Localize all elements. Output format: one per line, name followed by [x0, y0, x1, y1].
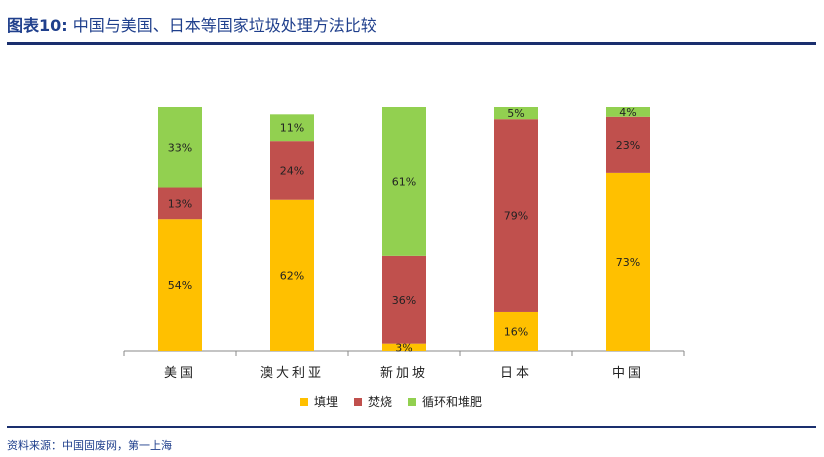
data-label-recycling: 4%: [619, 106, 636, 119]
x-tick-label: 新加坡: [380, 365, 428, 381]
footer-rule: [7, 426, 816, 428]
legend-label-landfill: 填埋: [314, 395, 339, 409]
data-label-incineration: 36%: [392, 294, 416, 307]
data-label-recycling: 61%: [392, 175, 416, 188]
title-text: 中国与美国、日本等国家垃圾处理方法比较: [72, 16, 377, 35]
bar-segment-landfill: [494, 311, 538, 351]
data-label-incineration: 79%: [504, 210, 528, 223]
figure-label: 图表10:: [7, 16, 68, 35]
bar-segment-landfill: [382, 343, 426, 351]
data-label-landfill: 73%: [616, 256, 640, 269]
bar-segment-recycling: [158, 107, 202, 188]
bar-segment-landfill: [606, 172, 650, 351]
chart-title: 图表10: 中国与美国、日本等国家垃圾处理方法比较: [7, 12, 377, 36]
x-tick-label: 中国: [612, 366, 644, 381]
bar-segment-recycling: [270, 114, 314, 142]
bar-segment-incineration: [606, 116, 650, 173]
data-label-incineration: 23%: [616, 139, 640, 152]
bar-segment-landfill: [270, 199, 314, 351]
legend-item-recycling: 循环和堆肥: [408, 393, 482, 410]
bar-segment-incineration: [494, 119, 538, 312]
legend-label-recycling: 循环和堆肥: [422, 395, 483, 409]
bar-segment-recycling: [382, 107, 426, 256]
legend-swatch-recycling: [408, 397, 417, 406]
bar-segment-incineration: [270, 141, 314, 200]
bar-segment-recycling: [494, 107, 538, 120]
data-label-recycling: 5%: [507, 107, 524, 120]
legend-swatch-landfill: [300, 397, 308, 406]
data-label-incineration: 13%: [168, 197, 192, 210]
bar-segment-recycling: [606, 107, 650, 117]
x-tick-label: 日本: [500, 366, 532, 381]
bar-segment-incineration: [382, 255, 426, 344]
data-label-recycling: 33%: [168, 141, 192, 154]
x-tick-label: 澳大利亚: [260, 365, 324, 381]
x-tick-label: 美国: [164, 366, 196, 381]
data-label-incineration: 24%: [280, 164, 304, 177]
header-rule: [7, 42, 816, 45]
bar-segment-landfill: [158, 219, 202, 351]
legend-swatch-incineration: [354, 397, 363, 406]
data-label-recycling: 11%: [280, 122, 304, 135]
legend: 填埋 焚烧 循环和堆肥: [300, 393, 482, 410]
data-label-landfill: 16%: [504, 325, 528, 338]
legend-item-landfill: 填埋: [300, 393, 338, 410]
data-label-landfill: 3%: [395, 341, 412, 354]
chart-header: 图表10: 中国与美国、日本等国家垃圾处理方法比较: [7, 12, 816, 36]
source-note: 资料来源：中国固废网，第一上海: [7, 439, 172, 452]
bar-segment-incineration: [158, 187, 202, 220]
data-label-landfill: 54%: [168, 279, 192, 292]
legend-item-incineration: 焚烧: [354, 393, 392, 410]
data-label-landfill: 62%: [280, 269, 304, 282]
legend-label-incineration: 焚烧: [368, 395, 393, 409]
